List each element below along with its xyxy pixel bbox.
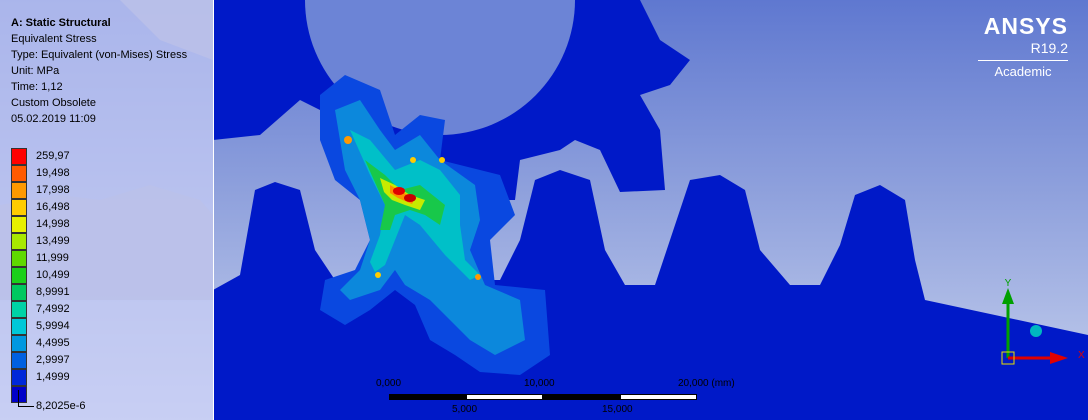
legend-swatch bbox=[11, 301, 27, 318]
legend-level-label: 13,499 bbox=[36, 235, 70, 247]
legend-swatch bbox=[11, 369, 27, 386]
scale-bar: 0,000 10,000 20,000 (mm) 5,000 15,000 bbox=[372, 378, 735, 418]
result-custom: Custom Obsolete bbox=[11, 97, 96, 109]
brand-edition: Academic bbox=[978, 60, 1068, 80]
result-date: 05.02.2019 11:09 bbox=[11, 113, 96, 125]
legend-swatch bbox=[11, 199, 27, 216]
legend-swatch bbox=[11, 335, 27, 352]
legend-level-label: 19,498 bbox=[36, 167, 70, 179]
legend-level-label: 11,999 bbox=[36, 252, 69, 264]
scale-label-15: 15,000 bbox=[602, 404, 633, 415]
triad-origin bbox=[1001, 351, 1015, 365]
legend-level-label: 10,499 bbox=[36, 269, 70, 281]
scale-label-0: 0,000 bbox=[376, 378, 402, 389]
legend-min-tick-h bbox=[18, 406, 34, 407]
legend-level-label: 4,4995 bbox=[36, 337, 70, 349]
isometric-view-ball[interactable] bbox=[1030, 325, 1042, 337]
scale-label-10: 10,000 bbox=[524, 378, 555, 389]
legend-swatch bbox=[11, 284, 27, 301]
analysis-title: A: Static Structural bbox=[11, 17, 111, 29]
legend-swatch bbox=[11, 182, 27, 199]
legend-swatch bbox=[11, 233, 27, 250]
legend-swatch bbox=[11, 318, 27, 335]
x-axis-label: X bbox=[1078, 350, 1085, 361]
result-type: Type: Equivalent (von-Mises) Stress bbox=[11, 49, 188, 61]
scale-segment-3 bbox=[543, 394, 620, 400]
brand-name: ANSYS bbox=[983, 13, 1068, 39]
legend-swatch bbox=[11, 216, 27, 233]
legend-swatch bbox=[11, 352, 27, 369]
legend-level-label: 7,4992 bbox=[36, 303, 70, 315]
result-name: Equivalent Stress bbox=[11, 33, 97, 45]
legend-swatch bbox=[11, 165, 27, 182]
legend-level-label: 259,97 bbox=[36, 150, 70, 162]
legend-level-label: 17,998 bbox=[36, 184, 70, 196]
scale-label-5: 5,000 bbox=[452, 404, 478, 415]
scale-segment-4 bbox=[620, 394, 697, 400]
result-unit: Unit: MPa bbox=[11, 65, 60, 77]
legend-level-label: 14,998 bbox=[36, 218, 70, 230]
stress-contour-region bbox=[320, 75, 550, 375]
ansys-brand: ANSYS R19.2 Academic bbox=[978, 14, 1068, 80]
legend-swatch bbox=[11, 267, 27, 284]
legend-swatch-min bbox=[11, 386, 27, 403]
legend-min-label: 8,2025e-6 bbox=[36, 400, 86, 412]
legend-swatch bbox=[11, 250, 27, 267]
legend-min-tick bbox=[18, 390, 19, 406]
legend-level-label: 1,4999 bbox=[36, 371, 70, 383]
y-axis-arrowhead bbox=[1002, 288, 1014, 304]
scale-label-20: 20,000 (mm) bbox=[678, 378, 735, 389]
brand-version: R19.2 bbox=[1030, 40, 1068, 56]
coordinate-triad[interactable]: Y X bbox=[994, 278, 1088, 378]
legend-swatch bbox=[11, 148, 27, 165]
result-time: Time: 1,12 bbox=[11, 81, 63, 93]
legend-level-label: 2,9997 bbox=[36, 354, 70, 366]
legend-level-label: 5,9994 bbox=[36, 320, 70, 332]
x-axis-arrowhead bbox=[1050, 352, 1068, 364]
scale-segment-2 bbox=[466, 394, 543, 400]
scale-segment-1 bbox=[389, 394, 466, 400]
legend-level-label: 16,498 bbox=[36, 201, 70, 213]
y-axis-label: Y bbox=[1005, 278, 1012, 289]
result-info-panel: A: Static Structural Equivalent Stress T… bbox=[0, 0, 214, 420]
legend-level-label: 8,9991 bbox=[36, 286, 70, 298]
